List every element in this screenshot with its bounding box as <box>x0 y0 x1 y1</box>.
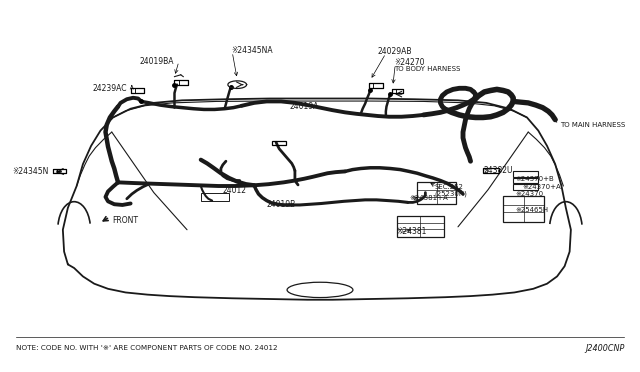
Bar <box>201 193 229 201</box>
Bar <box>503 196 544 222</box>
Text: ※24370: ※24370 <box>516 191 544 197</box>
Bar <box>513 184 538 190</box>
Text: NOTE: CODE NO. WITH '※' ARE COMPONENT PARTS OF CODE NO. 24012: NOTE: CODE NO. WITH '※' ARE COMPONENT PA… <box>16 345 277 351</box>
Bar <box>513 177 538 183</box>
Text: ※24345NA: ※24345NA <box>231 46 273 55</box>
Text: TO BODY HARNESS: TO BODY HARNESS <box>394 66 460 72</box>
Text: (25230H): (25230H) <box>434 190 467 196</box>
Text: ※24270: ※24270 <box>394 58 424 67</box>
Text: SEC.252: SEC.252 <box>434 184 463 190</box>
Text: ※24345N: ※24345N <box>13 167 49 176</box>
Bar <box>273 141 286 145</box>
Text: 24012: 24012 <box>223 186 247 195</box>
Text: 24019A: 24019A <box>290 102 319 111</box>
Text: 24239AC: 24239AC <box>92 84 127 93</box>
Text: ※25465H: ※25465H <box>516 207 549 213</box>
Text: ※24370+B: ※24370+B <box>516 176 554 182</box>
Bar <box>397 216 444 237</box>
Text: 24029AB: 24029AB <box>378 47 412 56</box>
Text: ※24381+A: ※24381+A <box>409 195 448 201</box>
Text: 24382U: 24382U <box>483 166 513 175</box>
Bar <box>483 168 499 173</box>
Text: ※24381: ※24381 <box>397 227 427 236</box>
Text: ※24370+A: ※24370+A <box>522 184 561 190</box>
Text: TO MAIN HARNESS: TO MAIN HARNESS <box>559 122 625 128</box>
Bar <box>513 171 538 177</box>
Text: 24019BA: 24019BA <box>140 57 175 66</box>
Text: 24019B: 24019B <box>267 201 296 209</box>
Text: J2400CNP: J2400CNP <box>585 344 624 353</box>
Text: FRONT: FRONT <box>112 216 138 225</box>
Bar <box>417 182 456 204</box>
